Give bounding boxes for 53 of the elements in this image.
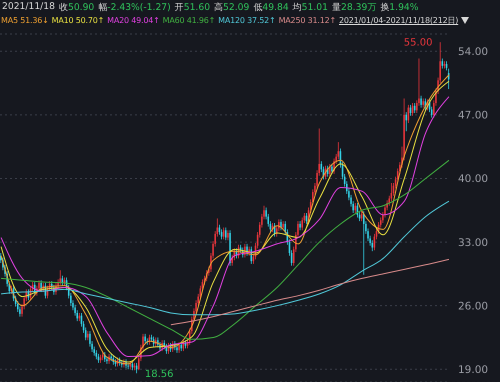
text: 均51.01	[292, 1, 328, 14]
text: 换1.94%	[380, 1, 418, 14]
candlestick	[136, 362, 138, 374]
text: 量28.39万	[332, 1, 376, 14]
candlestick	[306, 212, 308, 224]
candlestick	[227, 230, 229, 241]
candlestick	[87, 330, 89, 341]
y-tick-label: 47.00	[458, 110, 488, 122]
candlestick	[144, 333, 146, 344]
text: MA10 50.70↑	[52, 16, 104, 25]
candlestick	[442, 58, 444, 69]
candlestick	[132, 360, 134, 371]
candlestick	[299, 220, 301, 231]
candlestick	[422, 98, 424, 108]
candlestick	[220, 228, 222, 240]
candlestick	[390, 182, 392, 202]
y-tick-label: 54.00	[458, 46, 488, 58]
candlestick	[280, 218, 282, 231]
candlestick	[338, 142, 340, 160]
candlestick	[374, 233, 376, 251]
annotation: 55.00	[404, 38, 432, 49]
candlestick	[354, 202, 356, 214]
candlestick	[420, 95, 422, 108]
y-tick-label: 26.00	[458, 300, 488, 312]
candlestick	[178, 342, 180, 354]
annotation: 18.56	[144, 368, 174, 380]
text: 开51.60	[174, 1, 210, 14]
text: 收50.90	[58, 1, 94, 14]
y-tick-label: 40.00	[458, 173, 488, 186]
line-series	[0, 160, 450, 340]
candlestick	[96, 350, 98, 360]
candlestick	[282, 220, 284, 231]
text: MA120 37.52↑	[218, 16, 276, 25]
y-tick-label: 19.00	[458, 364, 488, 376]
candlestick	[371, 240, 374, 252]
text: MA5 51.36↓	[1, 16, 49, 25]
text: MA60 41.96↑	[162, 16, 216, 25]
candlestick	[405, 112, 408, 132]
chart-title: 2021/11/18	[2, 1, 55, 14]
text: 高52.09	[214, 1, 250, 14]
text: MA250 31.12↑	[278, 16, 336, 25]
candlestick	[98, 353, 100, 364]
candlestick	[414, 102, 416, 114]
text: 幅-2.43%(-1.27)	[98, 1, 171, 14]
chart-subtitle: 2021/01/04-2021/11/18(212日)	[338, 15, 458, 26]
text: MA20 49.04↑	[107, 16, 160, 25]
y-tick-label: 33.00	[458, 236, 488, 249]
candlestick	[410, 104, 412, 116]
text: 低49.84	[253, 1, 289, 14]
candlestick	[408, 104, 410, 124]
candlestick	[59, 270, 62, 286]
candlestick	[218, 224, 220, 236]
candlestick	[360, 210, 362, 222]
